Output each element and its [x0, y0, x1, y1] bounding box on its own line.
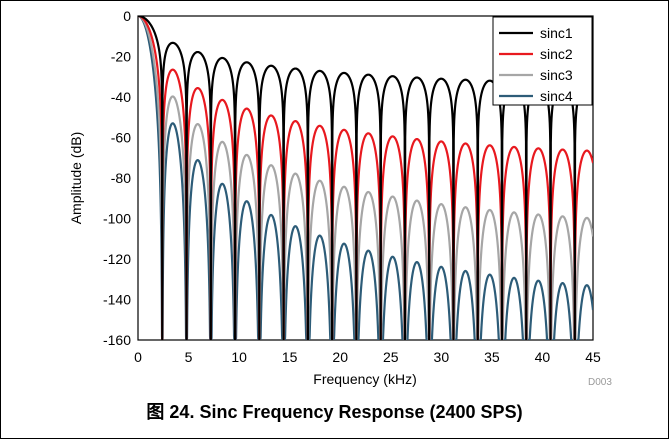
y-axis-label: Amplitude (dB)	[68, 132, 84, 225]
series-line-sinc2	[138, 16, 593, 340]
legend-label-sinc2: sinc2	[540, 46, 573, 62]
x-tick-label: 35	[484, 349, 500, 365]
legend: sinc1 sinc2 sinc3 sinc4	[492, 16, 593, 106]
x-axis-label: Frequency (kHz)	[313, 371, 416, 387]
x-axis-ticks: 0 5 10 15 20 25 30 35 40 45	[134, 349, 601, 365]
y-tick-label: -120	[103, 251, 131, 267]
x-tick-label: 0	[134, 349, 142, 365]
y-tick-label: 0	[123, 8, 131, 24]
legend-label-sinc4: sinc4	[540, 88, 573, 104]
x-tick-label: 25	[383, 349, 399, 365]
y-tick-label: -40	[111, 89, 131, 105]
x-tick-label: 40	[535, 349, 551, 365]
y-tick-label: -140	[103, 292, 131, 308]
y-tick-label: -160	[103, 332, 131, 348]
x-tick-label: 5	[185, 349, 193, 365]
series-line-sinc4	[138, 16, 593, 340]
legend-box	[492, 16, 593, 106]
figure-caption: 图 24. Sinc Frequency Response (2400 SPS)	[146, 402, 523, 422]
x-tick-label: 15	[282, 349, 298, 365]
y-tick-label: -100	[103, 211, 131, 227]
legend-label-sinc3: sinc3	[540, 67, 573, 83]
y-tick-label: -60	[111, 130, 131, 146]
x-tick-label: 30	[434, 349, 450, 365]
y-axis-ticks: 0 -20 -40 -60 -80 -100 -120 -140 -160	[103, 8, 131, 348]
x-tick-label: 45	[585, 349, 601, 365]
figure-code: D003	[588, 377, 612, 388]
x-tick-label: 20	[332, 349, 348, 365]
y-tick-label: -20	[111, 49, 131, 65]
series-line-sinc3	[138, 16, 593, 340]
legend-label-sinc1: sinc1	[540, 25, 573, 41]
y-tick-label: -80	[111, 170, 131, 186]
x-tick-label: 10	[231, 349, 247, 365]
